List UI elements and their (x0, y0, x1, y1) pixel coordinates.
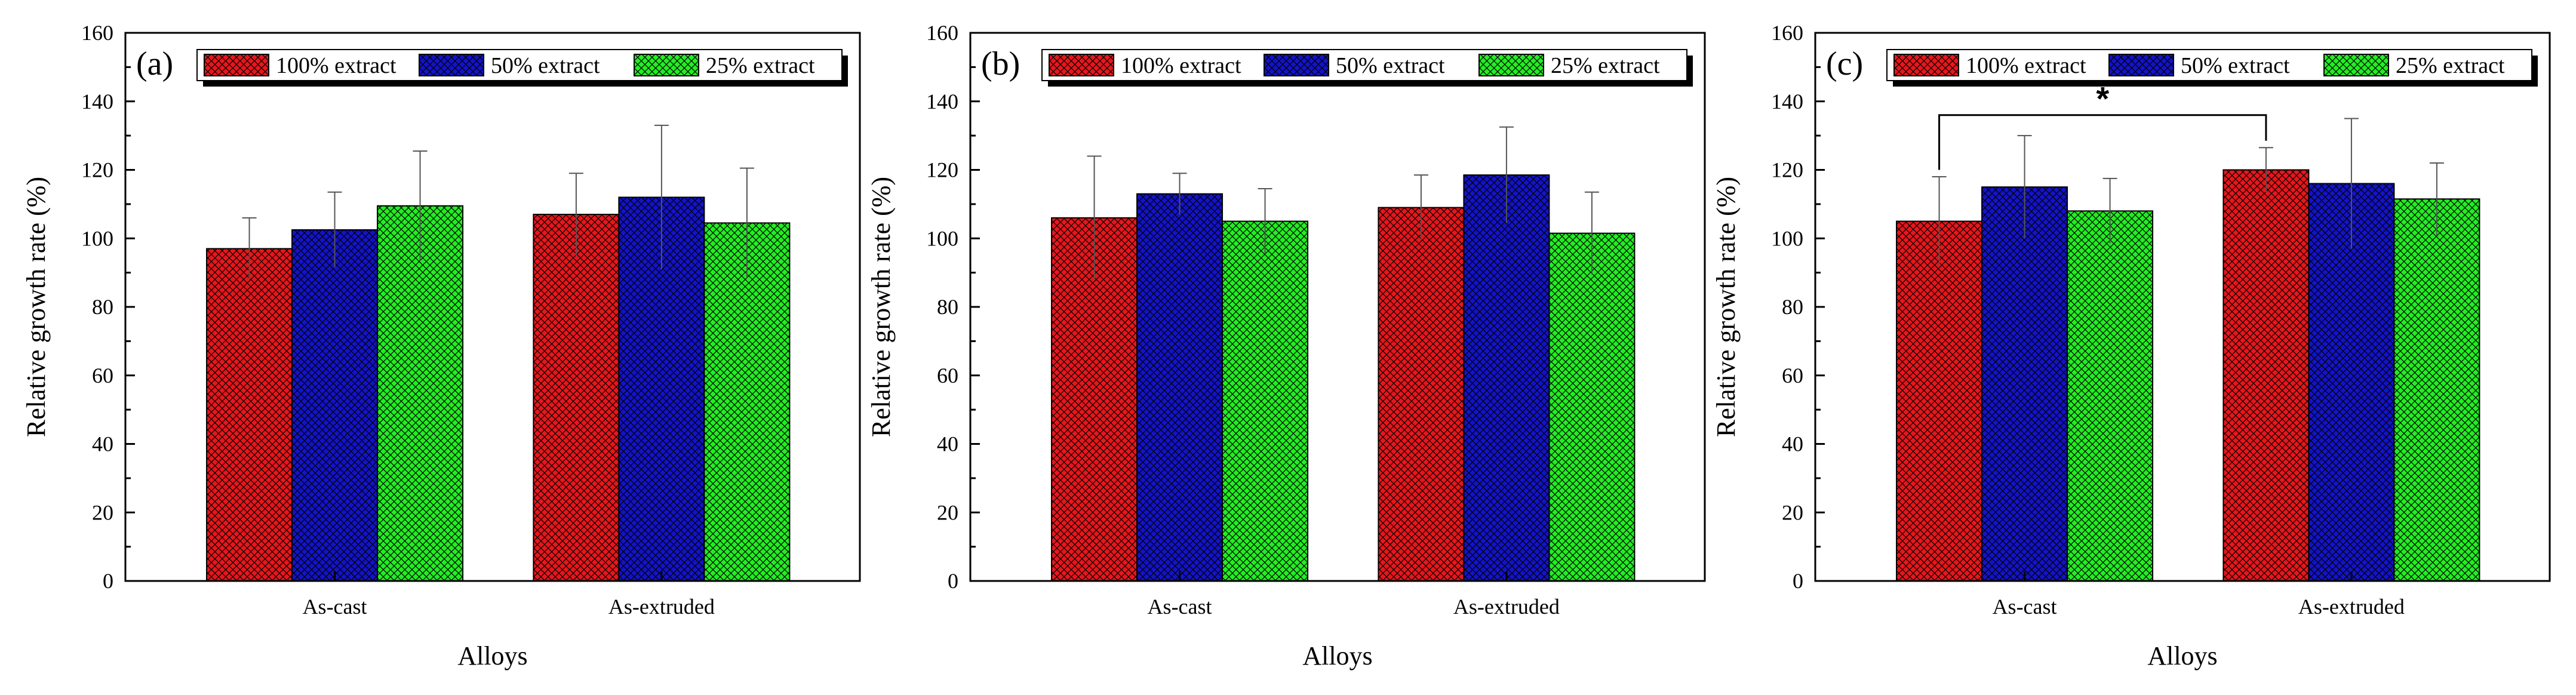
bar-25-extract-as-cast (377, 205, 464, 582)
y-tick-label: 140 (1771, 90, 1803, 113)
legend-label-2: 50% extract (491, 53, 600, 78)
x-tick-label: As-extruded (608, 595, 715, 619)
y-tick-label: 0 (103, 569, 113, 593)
legend-box (1886, 49, 2532, 81)
chart-panel-3: * 0 20 40 60 80 100 120 140 160 As-cast As-extruded… (1711, 21, 2551, 671)
x-axis-title: Alloys (457, 641, 527, 671)
x-tick-label: As-extruded (1453, 595, 1560, 619)
legend-box (196, 49, 843, 81)
legend-label-1: 100% extract (276, 53, 396, 78)
y-tick-label: 120 (1771, 158, 1803, 182)
panel-label: (c) (1826, 45, 1863, 82)
bar-50-extract-as-cast (1981, 186, 2068, 582)
legend-label-3: 25% extract (1551, 53, 1660, 78)
bar-25-extract-as-extruded (2393, 198, 2480, 582)
y-tick-label: 100 (81, 226, 113, 250)
bar-50-extract-as-extruded (2308, 183, 2395, 582)
bar-25-extract-as-cast (2067, 210, 2154, 582)
x-tick-label: As-cast (1993, 595, 2057, 619)
bar-25-extract-as-extruded (1548, 232, 1636, 582)
x-tick-label: As-cast (303, 595, 367, 619)
legend-label-2: 50% extract (1336, 53, 1445, 78)
bar-100-extract-as-cast (206, 248, 293, 582)
legend-label-3: 25% extract (2396, 53, 2505, 78)
y-tick-label: 100 (926, 226, 958, 250)
legend-swatch-2 (2108, 54, 2174, 76)
x-tick-label: As-extruded (2298, 595, 2405, 619)
y-tick-label: 40 (1782, 432, 1803, 456)
y-axis-title: Relative growth rate (%) (866, 177, 896, 437)
y-tick-label: 0 (1793, 569, 1803, 593)
y-tick-label: 20 (92, 500, 113, 524)
legend-label-2: 50% extract (2181, 53, 2290, 78)
y-tick-label: 40 (92, 432, 113, 456)
y-axis-title: Relative growth rate (%) (1711, 177, 1741, 437)
y-tick-label: 20 (1782, 500, 1803, 524)
x-axis-title: Alloys (1302, 641, 1372, 671)
chart-panel-2: 0 20 40 60 80 100 120 140 160 As-cast As-extruded A… (866, 21, 1706, 671)
legend-swatch-3 (1478, 54, 1544, 76)
chart-panel-1: 0 20 40 60 80 100 120 140 160 As-cast As-extruded A… (21, 21, 861, 671)
y-tick-label: 80 (937, 295, 958, 319)
bar-100-extract-as-extruded (533, 214, 620, 582)
legend-label-1: 100% extract (1121, 53, 1241, 78)
legend-swatch-2 (419, 54, 484, 76)
y-tick-label: 80 (1782, 295, 1803, 319)
bar-25-extract-as-extruded (703, 222, 791, 582)
significance-bracket (1938, 114, 2267, 170)
legend-swatch-1 (204, 54, 269, 76)
panel-label: (a) (136, 45, 173, 82)
bar-100-extract-as-cast (1896, 220, 1983, 582)
y-tick-label: 160 (1771, 21, 1803, 45)
bar-100-extract-as-extruded (2223, 169, 2310, 582)
y-tick-label: 100 (1771, 226, 1803, 250)
legend-box (1041, 49, 1687, 81)
y-tick-label: 120 (926, 158, 958, 182)
y-tick-label: 60 (1782, 364, 1803, 388)
legend-label-3: 25% extract (706, 53, 815, 78)
y-tick-label: 0 (948, 569, 958, 593)
y-tick-label: 160 (926, 21, 958, 45)
legend-swatch-2 (1264, 54, 1329, 76)
y-tick-label: 40 (937, 432, 958, 456)
bar-50-extract-as-cast (1136, 193, 1224, 582)
legend-swatch-3 (634, 54, 699, 76)
bar-25-extract-as-cast (1222, 220, 1309, 582)
significance-star: * (2096, 80, 2109, 118)
legend-swatch-3 (2323, 54, 2389, 76)
y-tick-label: 20 (937, 500, 958, 524)
y-tick-label: 60 (937, 364, 958, 388)
y-tick-label: 60 (92, 364, 113, 388)
legend-swatch-1 (1049, 54, 1114, 76)
y-tick-label: 80 (92, 295, 113, 319)
y-tick-label: 140 (926, 90, 958, 113)
panel-label: (b) (981, 45, 1020, 82)
x-axis-title: Alloys (2147, 641, 2217, 671)
bar-100-extract-as-extruded (1378, 207, 1465, 582)
bar-50-extract-as-cast (291, 229, 379, 582)
legend-label-1: 100% extract (1966, 53, 2086, 78)
y-axis-title: Relative growth rate (%) (21, 177, 51, 437)
y-tick-label: 160 (81, 21, 113, 45)
y-tick-label: 120 (81, 158, 113, 182)
x-tick-label: As-cast (1148, 595, 1212, 619)
y-tick-label: 140 (81, 90, 113, 113)
bar-50-extract-as-extruded (1463, 174, 1550, 582)
legend-swatch-1 (1893, 54, 1959, 76)
